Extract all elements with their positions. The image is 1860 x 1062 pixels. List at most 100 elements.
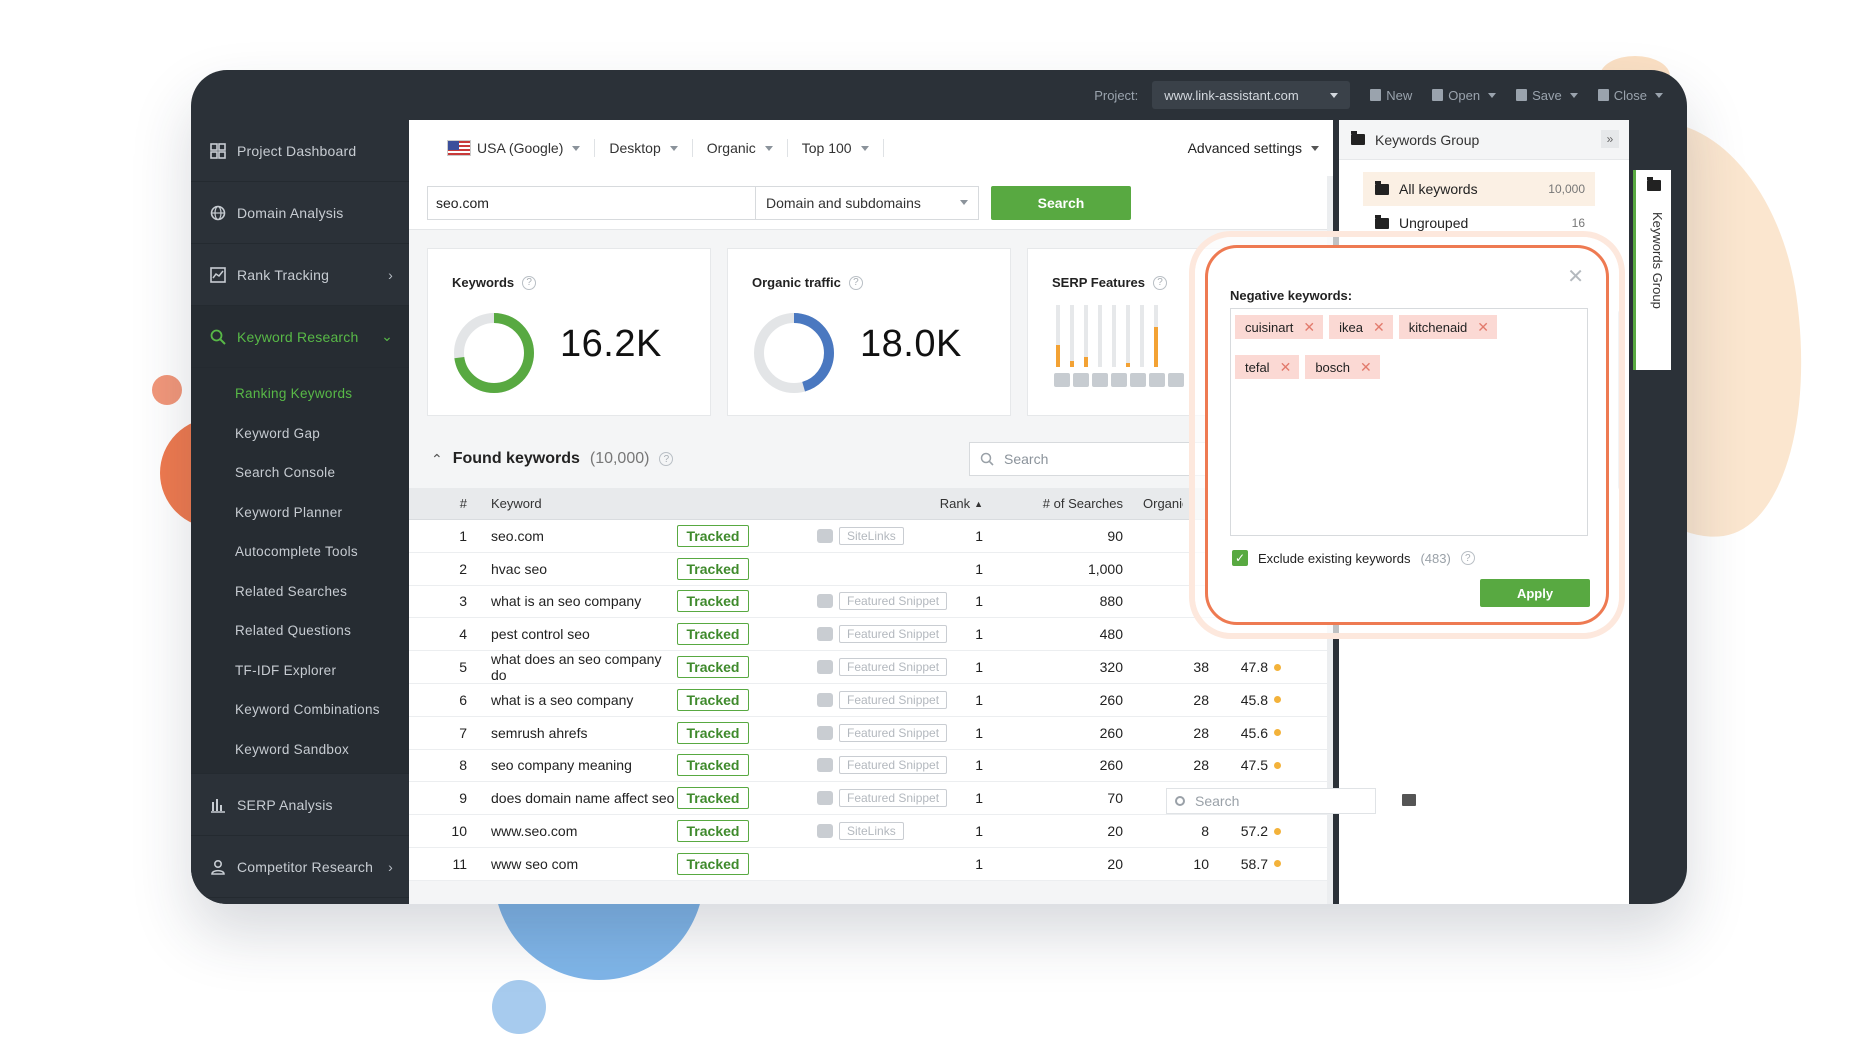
table-row[interactable]: 7 semrush ahrefs Tracked Featured Snippet 1 2… [409, 716, 1333, 750]
table-row[interactable]: 5 what does an seo company do Tracked Featu… [409, 651, 1333, 684]
col-num-header[interactable]: # [459, 496, 467, 511]
sidebar-subitem-keyword-combinations[interactable]: Keyword Combinations [191, 690, 409, 730]
tracked-badge[interactable]: Tracked [677, 688, 749, 711]
sidebar-subitem-related-searches[interactable]: Related Searches [191, 571, 409, 611]
collapse-icon[interactable]: ⌃ [431, 450, 443, 467]
help-icon[interactable]: ? [848, 275, 863, 290]
col-rank-header[interactable]: Rank ▲ [807, 496, 983, 512]
keywords-group-vertical-tab[interactable]: Keywords Group [1633, 170, 1671, 370]
sidebar-subitem-search-console[interactable]: Search Console [191, 453, 409, 493]
close-project-button[interactable]: Close [1597, 88, 1663, 103]
remove-tag-icon[interactable]: ✕ [1373, 318, 1385, 335]
col-keyword-header[interactable]: Keyword [491, 496, 542, 511]
sidebar-item-project-dashboard[interactable]: Project Dashboard [191, 120, 409, 182]
chevron-down-icon [860, 145, 869, 151]
sidebar-subitem-keyword-sandbox[interactable]: Keyword Sandbox [191, 729, 409, 769]
close-icon[interactable]: ✕ [1567, 266, 1584, 288]
table-row[interactable]: 2 hvac seo Tracked 1 1,000 [409, 552, 1333, 586]
organic-traffic-card: Organic traffic? 18.0K [727, 248, 1011, 416]
tracked-cell: Tracked [677, 787, 807, 810]
table-row[interactable]: 11 www seo com Tracked 1 20 10 58.7 [409, 847, 1333, 881]
serp-bar [1056, 305, 1060, 367]
col-organic-header[interactable]: Organic [1143, 496, 1183, 511]
remove-tag-icon[interactable]: ✕ [1477, 318, 1490, 335]
sidebar-subitem-tf-idf-explorer[interactable]: TF-IDF Explorer [191, 650, 409, 690]
panel-scrollbar[interactable] [1618, 310, 1624, 490]
crown-icon [817, 660, 833, 675]
tracked-badge[interactable]: Tracked [677, 656, 749, 679]
difficulty-dot-icon [1274, 663, 1281, 671]
type-dropdown[interactable]: Organic [693, 139, 788, 157]
advanced-settings-dropdown[interactable]: Advanced settings [1188, 140, 1319, 156]
search-icon [1175, 796, 1185, 806]
table-row[interactable]: 6 what is a seo company Tracked Featured Sn… [409, 683, 1333, 717]
tag-label: cuisinart [1245, 319, 1294, 335]
exclude-existing-checkbox[interactable]: ✓ Exclude existing keywords (483) ? [1232, 550, 1475, 566]
row-kd: 47.8 [1209, 659, 1295, 675]
tracked-badge[interactable]: Tracked [677, 524, 749, 547]
row-searches: 480 [1099, 626, 1123, 643]
remove-tag-icon[interactable]: ✕ [1360, 358, 1372, 375]
table-row[interactable]: 3 what is an seo company Tracked Featured S… [409, 585, 1333, 619]
add-folder-icon[interactable] [1402, 794, 1416, 806]
device-dropdown[interactable]: Desktop [595, 139, 693, 157]
tracked-badge[interactable]: Tracked [677, 787, 749, 810]
row-searches: 20 [1107, 823, 1123, 840]
table-search-input[interactable]: Search [969, 442, 1209, 476]
row-searches: 320 [1099, 659, 1123, 676]
keyword-tag: ikea ✕ [1329, 315, 1393, 339]
file-icon [1370, 89, 1382, 101]
tracked-badge[interactable]: Tracked [677, 820, 749, 843]
country-value: USA (Google) [477, 140, 564, 156]
tracked-badge[interactable]: Tracked [677, 852, 749, 875]
sidebar-item-serp-analysis[interactable]: SERP Analysis [191, 774, 409, 836]
sidebar-subitem-keyword-planner[interactable]: Keyword Planner [191, 492, 409, 532]
help-icon[interactable]: ? [522, 275, 537, 290]
sidebar-subitem-autocomplete-tools[interactable]: Autocomplete Tools [191, 532, 409, 572]
remove-tag-icon[interactable]: ✕ [1279, 358, 1292, 375]
table-row[interactable]: 4 pest control seo Tracked Featured Snippet… [409, 618, 1333, 652]
remove-tag-icon[interactable]: ✕ [1303, 318, 1316, 335]
sidebar-item-rank-tracking[interactable]: Rank Tracking › [191, 244, 409, 306]
help-icon[interactable]: ? [659, 452, 674, 466]
sidebar-subitem-keyword-gap[interactable]: Keyword Gap [191, 413, 409, 453]
sidebar-item-competitor-research[interactable]: Competitor Research › [191, 836, 409, 898]
country-dropdown[interactable]: USA (Google) [433, 139, 596, 157]
top-dropdown[interactable]: Top 100 [788, 139, 884, 157]
project-label: Project: [1094, 87, 1139, 103]
negative-keywords-input[interactable]: cuisinart ✕ ikea ✕ kitchenaid ✕ tefal ✕ bosc… [1230, 308, 1588, 536]
row-rank: 1 [975, 823, 983, 840]
group-ungrouped[interactable]: Ungrouped 16 [1363, 206, 1595, 240]
tracked-badge[interactable]: Tracked [677, 623, 749, 646]
project-select[interactable]: www.link-assistant.com [1152, 81, 1351, 109]
sidebar-item-keyword-research[interactable]: Keyword Research ⌄ [191, 306, 409, 368]
sidebar-item-label: Competitor Research [237, 858, 374, 875]
search-button[interactable]: Search [991, 185, 1131, 220]
scope-select[interactable]: Domain and subdomains [755, 185, 979, 220]
domain-input[interactable]: seo.com [427, 185, 755, 220]
sidebar-subitem-ranking-keywords[interactable]: Ranking Keywords [191, 374, 409, 414]
col-searches-header[interactable]: # of Searches [1042, 496, 1123, 511]
apply-button[interactable]: Apply [1480, 579, 1590, 607]
domain-search-row: seo.com Domain and subdomains Search [409, 176, 1333, 230]
tracked-badge[interactable]: Tracked [677, 590, 749, 613]
tracked-badge[interactable]: Tracked [677, 754, 749, 777]
help-icon[interactable]: ? [1152, 275, 1167, 290]
sidebar-item-domain-analysis[interactable]: Domain Analysis [191, 182, 409, 244]
group-all-keywords[interactable]: All keywords 10,000 [1363, 172, 1595, 206]
group-search-input[interactable]: Search [1166, 788, 1376, 814]
row-keyword: www seo com [491, 855, 579, 872]
new-button[interactable]: New [1370, 88, 1412, 103]
table-row[interactable]: 1 seo.com Tracked SiteLinks 1 90 [409, 520, 1333, 553]
table-row[interactable]: 10 www.seo.com Tracked SiteLinks 1 20 8 57.2 [409, 815, 1333, 848]
tracked-badge[interactable]: Tracked [677, 721, 749, 744]
sidebar-subitem-related-questions[interactable]: Related Questions [191, 611, 409, 651]
table-row[interactable]: 8 seo company meaning Tracked Featured Snip… [409, 749, 1333, 783]
tracked-badge[interactable]: Tracked [677, 557, 749, 580]
open-button[interactable]: Open [1432, 88, 1497, 103]
save-button[interactable]: Save [1516, 88, 1578, 103]
collapse-panel-icon[interactable]: » [1601, 130, 1619, 148]
help-icon[interactable]: ? [1460, 551, 1475, 565]
serp-feature-cell: SiteLinks [807, 822, 963, 841]
